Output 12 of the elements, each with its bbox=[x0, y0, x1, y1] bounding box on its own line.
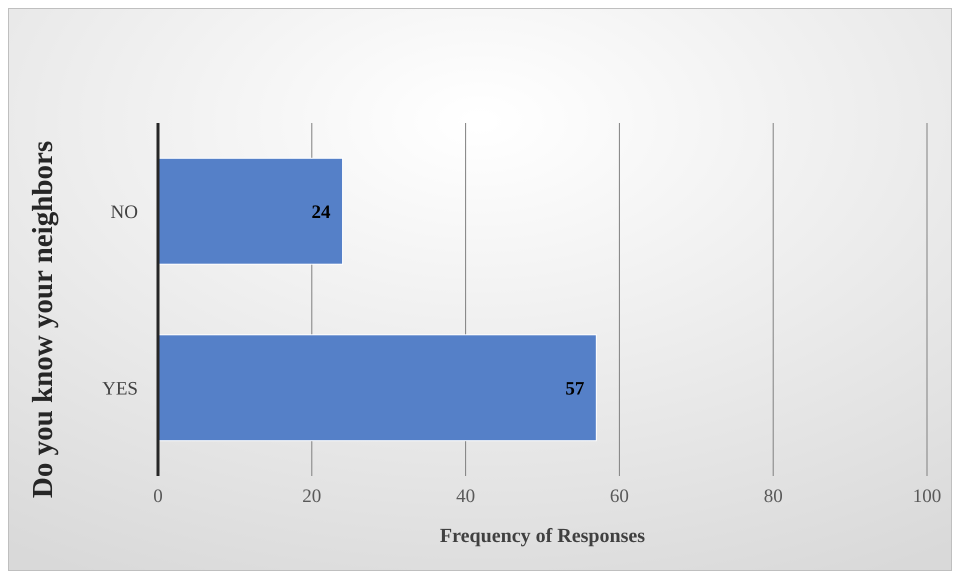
x-tick-label: 40 bbox=[456, 486, 476, 507]
data-label: 57 bbox=[565, 378, 585, 400]
x-axis-title: Frequency of Responses bbox=[440, 525, 646, 547]
x-tick-label: 0 bbox=[153, 486, 163, 507]
x-tick-label: 60 bbox=[610, 486, 629, 507]
data-label: 24 bbox=[312, 202, 332, 223]
y-tick-label: NO bbox=[110, 202, 138, 223]
x-tick-label: 80 bbox=[764, 486, 783, 507]
y-axis-title: Do you know your neighbors bbox=[27, 140, 59, 498]
y-tick-label: YES bbox=[102, 378, 138, 400]
x-tick-label: 100 bbox=[912, 486, 942, 507]
x-tick-label: 20 bbox=[302, 486, 322, 507]
